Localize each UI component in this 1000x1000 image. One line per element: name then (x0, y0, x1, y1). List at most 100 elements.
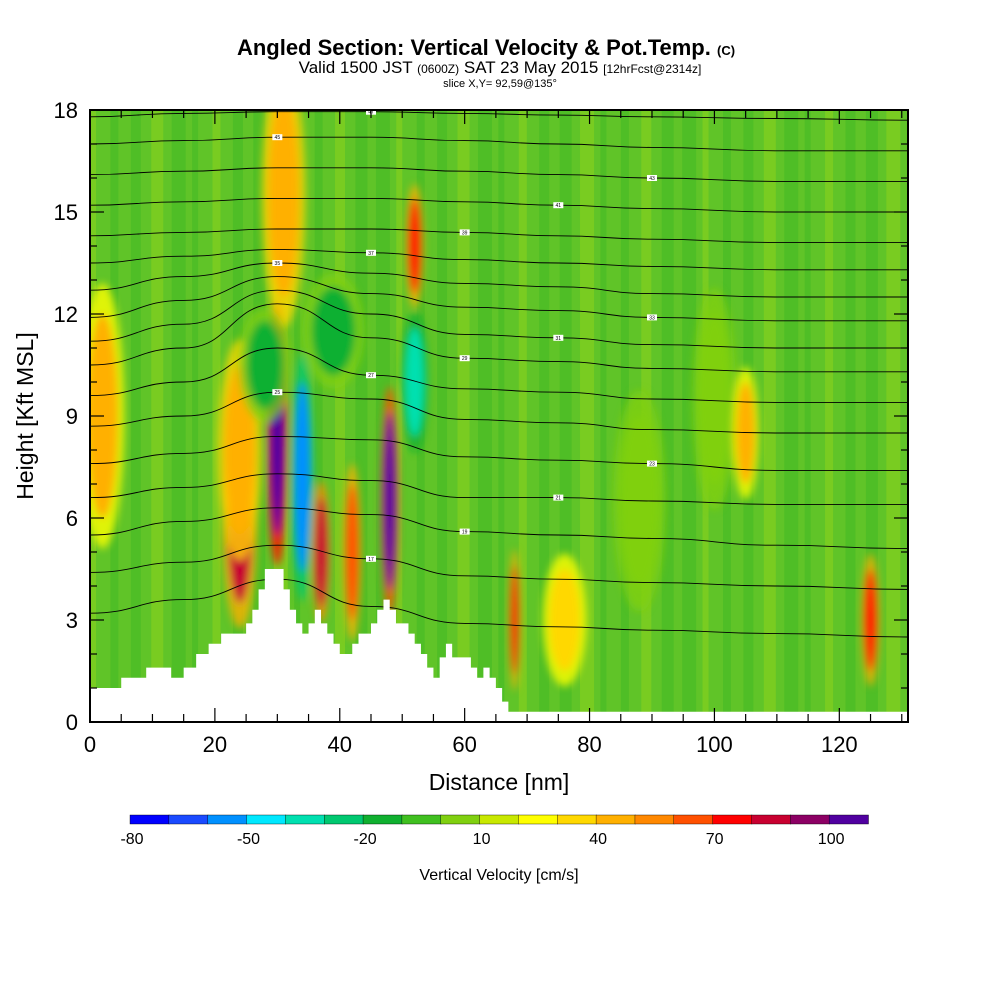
colorbar-swatch (285, 814, 325, 825)
colorbar-swatch (246, 814, 287, 825)
colorbar-swatch (440, 814, 481, 825)
background-streak (845, 110, 856, 722)
background-streak (151, 110, 164, 722)
isentrope-label-bg (365, 372, 376, 379)
isentrope-line (90, 248, 908, 271)
velocity-feature (864, 569, 877, 671)
velocity-feature (246, 320, 284, 410)
background-streak (580, 110, 595, 722)
colorbar-swatch (362, 814, 403, 825)
x-tick-label: 100 (696, 732, 733, 757)
velocity-feature (510, 565, 519, 675)
background-streak (130, 110, 141, 722)
isentrope-label: 21 (556, 496, 562, 502)
colorbar-swatch (324, 814, 364, 825)
isentrope-label: 39 (462, 230, 468, 236)
isentrope-label: 27 (368, 373, 374, 379)
isentrope-line (90, 276, 908, 322)
isentrope-label: 43 (649, 176, 655, 182)
colorbar-tick-label: 70 (706, 831, 724, 848)
background-streak (457, 110, 470, 722)
background-streak (437, 110, 448, 722)
isentrope-label-bg (365, 249, 376, 256)
isentrope-line (90, 197, 908, 213)
isentrope-label-bg (272, 260, 283, 266)
isentrope-label: 33 (649, 315, 655, 321)
background-streak (314, 110, 323, 722)
background-streak (355, 110, 368, 722)
colorbar-swatch (712, 814, 753, 825)
velocity-feature (267, 110, 300, 297)
colorbar-tick-label: 10 (473, 831, 491, 848)
colorbar-tick-label: -20 (353, 831, 376, 848)
background-streak (825, 110, 834, 722)
isentrope-label-bg (646, 460, 657, 467)
isentrope-label-bg (459, 528, 470, 535)
isentrope-label: 37 (368, 251, 374, 257)
y-tick-label: 6 (66, 506, 78, 531)
terrain-profile (90, 569, 908, 722)
isentrope-label: 31 (556, 336, 562, 342)
x-tick-label: 80 (577, 732, 601, 757)
velocity-feature (405, 327, 425, 437)
plot-area: 1517192123252729313335373941434547 (90, 110, 908, 722)
velocity-feature (314, 497, 328, 607)
velocity-feature (346, 484, 359, 620)
x-tick-label: 40 (328, 732, 352, 757)
colorbar-swatch (595, 814, 636, 825)
velocity-feature (408, 198, 421, 294)
x-tick-label: 0 (84, 732, 96, 757)
background-streak (784, 110, 799, 722)
colorbar-swatch (634, 814, 675, 825)
colorbar-tick-label: -50 (237, 831, 260, 848)
isentrope-line (90, 544, 908, 590)
colorbar-tick-labels: -80 -50 -20 10 40 70 100 (120, 831, 844, 848)
isentrope-label: 45 (275, 135, 281, 141)
isentrope-line (90, 167, 908, 182)
colorbar-swatch (129, 814, 170, 825)
colorbar-swatch (828, 814, 869, 825)
colorbar-swatch (401, 814, 442, 825)
isentrope-line (90, 228, 908, 244)
velocity-feature (311, 286, 356, 376)
background-streak (804, 110, 811, 722)
isentrope-label-bg (365, 555, 376, 562)
isentrope-label-bg (646, 175, 657, 181)
isentrope-line (90, 347, 908, 403)
isentrope-label-bg (553, 202, 564, 209)
x-axis-label: Distance [nm] (429, 769, 570, 795)
background-streak (518, 110, 527, 722)
colorbar-swatch (751, 814, 792, 825)
colorbar-swatch (673, 814, 714, 825)
isentrope-label: 25 (275, 390, 281, 396)
isentrope-label: 23 (649, 462, 655, 468)
velocity-feature (548, 569, 581, 671)
background-streak (212, 110, 221, 722)
velocity-feature (698, 314, 731, 484)
isentrope-line (90, 473, 908, 505)
x-tick-label: 20 (203, 732, 227, 757)
isentrope-line (90, 435, 908, 471)
y-tick-label: 9 (66, 404, 78, 429)
y-tick-label: 18 (54, 98, 78, 123)
background-streak (498, 110, 505, 722)
background-streak (335, 110, 346, 722)
background-streak (600, 110, 607, 722)
colorbar-swatch (479, 814, 520, 825)
chart-title: Angled Section: Vertical Velocity & Pot.… (237, 35, 735, 60)
colorbar-swatch (557, 814, 597, 825)
colorbar-swatch (518, 814, 558, 825)
colorbar-swatch (790, 814, 830, 825)
y-tick-label: 0 (66, 710, 78, 735)
background-streak (477, 110, 492, 722)
x-tick-label: 60 (452, 732, 476, 757)
isentrope-label: 35 (275, 261, 281, 267)
background-streak (763, 110, 776, 722)
background-streak (396, 110, 403, 722)
background-streak (192, 110, 199, 722)
background-streak (682, 110, 697, 722)
isentrope-label-bg (553, 334, 564, 341)
y-tick-label: 15 (54, 200, 78, 225)
colorbar-swatch (168, 814, 209, 825)
